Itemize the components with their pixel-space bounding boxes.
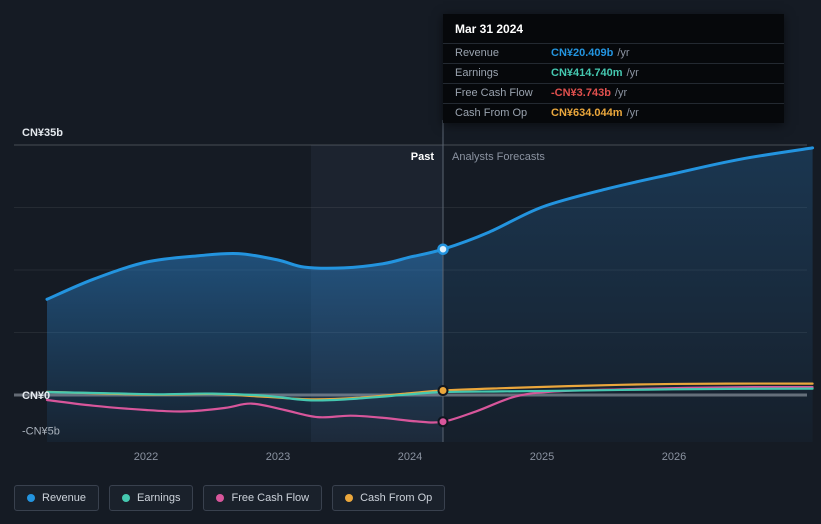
legend-item-label: Revenue <box>42 492 87 504</box>
tooltip-row: Free Cash Flow -CN¥3.743b /yr <box>443 83 784 103</box>
tooltip: Mar 31 2024 Revenue CN¥20.409b /yr Earni… <box>443 14 784 123</box>
tooltip-row-unit: /yr <box>626 107 639 119</box>
tooltip-row-unit: /yr <box>614 87 628 99</box>
tooltip-row: Earnings CN¥414.740m /yr <box>443 63 784 83</box>
tooltip-row-value: -CN¥3.743b <box>551 87 611 99</box>
svg-text:Past: Past <box>411 151 435 163</box>
tooltip-row-value: CN¥634.044m <box>551 107 623 119</box>
tooltip-row: Revenue CN¥20.409b /yr <box>443 43 784 63</box>
tooltip-row-unit: /yr <box>626 67 639 79</box>
tooltip-row-value: CN¥414.740m <box>551 67 623 79</box>
revenue-dot-icon <box>27 494 35 502</box>
svg-text:2025: 2025 <box>530 451 554 463</box>
svg-text:CN¥35b: CN¥35b <box>22 127 63 139</box>
tooltip-row-label: Free Cash Flow <box>455 87 533 99</box>
tooltip-row-value: CN¥20.409b <box>551 47 614 59</box>
legend-item-label: Earnings <box>137 492 181 504</box>
tooltip-row-label: Earnings <box>455 67 499 79</box>
tooltip-row: Cash From Op CN¥634.044m /yr <box>443 103 784 123</box>
tooltip-row-label: Revenue <box>455 47 500 59</box>
free-cash-flow-dot-icon <box>216 494 225 502</box>
legend-item-free-cash-flow[interactable]: Free Cash Flow <box>203 485 323 511</box>
legend-item-earnings[interactable]: Earnings <box>109 485 194 511</box>
legend-item-cash-from-op[interactable]: Cash From Op <box>332 485 446 511</box>
svg-text:2024: 2024 <box>398 451 422 463</box>
legend-item-revenue[interactable]: Revenue <box>14 485 100 511</box>
svg-text:-CN¥5b: -CN¥5b <box>22 426 60 438</box>
chart-svg[interactable]: CN¥35b CN¥0 -CN¥5b 2022 2023 2024 2025 2026 Past… <box>0 0 821 470</box>
svg-text:CN¥0: CN¥0 <box>22 390 50 402</box>
tooltip-row-unit: /yr <box>617 47 630 59</box>
svg-text:2023: 2023 <box>266 451 290 463</box>
legend-item-label: Free Cash Flow <box>231 492 310 504</box>
legend-item-label: Cash From Op <box>360 492 433 504</box>
svg-text:2022: 2022 <box>134 451 158 463</box>
legend: Revenue Earnings Free Cash Flow Cash Fro… <box>14 485 446 511</box>
svg-text:2026: 2026 <box>662 451 686 463</box>
tooltip-row-label: Cash From Op <box>455 107 528 119</box>
cash-from-op-dot-icon <box>345 494 354 502</box>
tooltip-date: Mar 31 2024 <box>455 22 524 36</box>
svg-text:Analysts Forecasts: Analysts Forecasts <box>452 151 545 163</box>
earnings-dot-icon <box>122 494 131 502</box>
